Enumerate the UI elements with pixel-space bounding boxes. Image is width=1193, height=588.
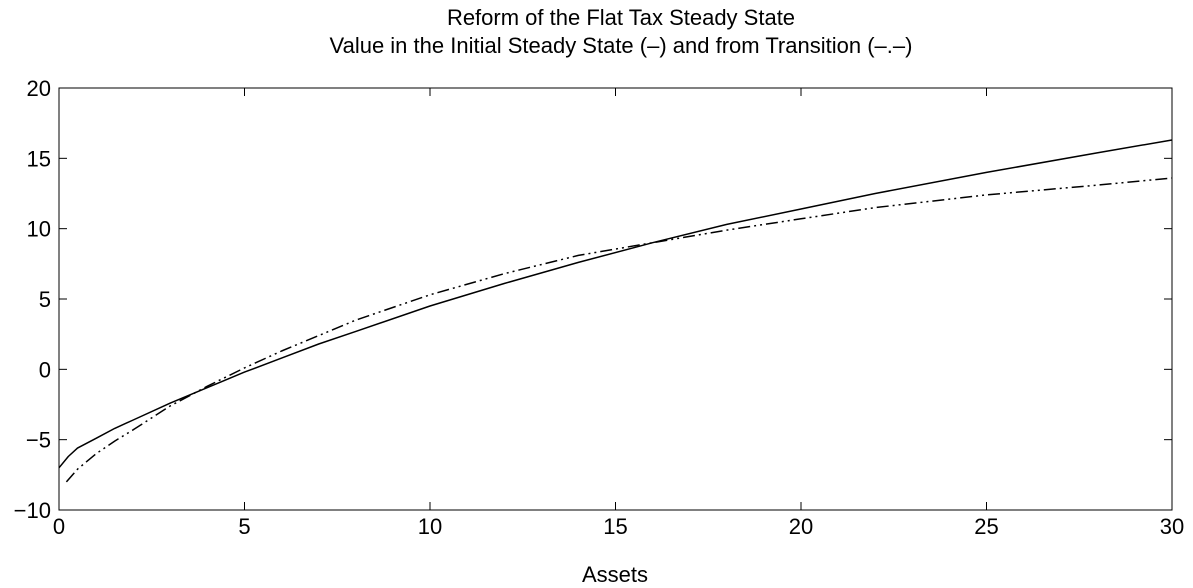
x-tick-label: 0	[53, 514, 65, 539]
series-line-initial-steady-state	[58, 139, 1173, 469]
chart-title: Reform of the Flat Tax Steady State	[447, 5, 795, 30]
series-group	[58, 139, 1173, 483]
x-tick-label: 5	[238, 514, 250, 539]
x-axis-label: Assets	[582, 562, 648, 587]
chart-subtitle: Value in the Initial Steady State (–) an…	[330, 33, 913, 58]
y-tick-label: −10	[14, 498, 51, 523]
y-tick-label: 20	[27, 76, 51, 101]
x-tick-label: 20	[789, 514, 813, 539]
y-tick-label: 0	[39, 357, 51, 382]
y-tick-labels: −10 −5 0 5 10 15 20	[14, 76, 51, 523]
x-tick-label: 15	[603, 514, 627, 539]
x-tick-labels: 0 5 10 15 20 25 30	[53, 514, 1184, 539]
x-tick-label: 10	[418, 514, 442, 539]
y-tick-label: −5	[26, 428, 51, 453]
plot-area	[58, 87, 1173, 511]
series-line-transition	[65, 177, 1173, 483]
y-tick-label: 5	[39, 287, 51, 312]
x-tick-label: 30	[1160, 514, 1184, 539]
y-tick-label: 10	[27, 217, 51, 242]
y-tick-label: 15	[27, 146, 51, 171]
axis-ticks	[58, 87, 1173, 511]
x-tick-label: 25	[974, 514, 998, 539]
